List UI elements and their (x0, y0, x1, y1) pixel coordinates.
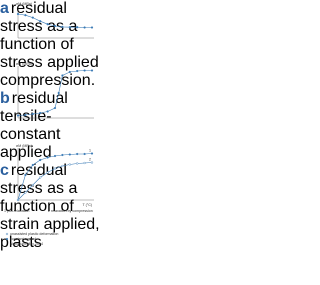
legend-text: aluminum alloy 2014 (10, 242, 43, 246)
data-point (68, 163, 71, 166)
caption-label: c (0, 162, 9, 179)
caption: b residual tensile-constant applied (0, 90, 100, 162)
data-point (24, 191, 27, 194)
caption-text: residual stress as a function of strain … (0, 162, 100, 251)
data-point (31, 112, 34, 116)
data-point (83, 26, 86, 29)
x-axis-label: T (°C) (82, 203, 92, 207)
data-point (83, 152, 86, 156)
data-point (83, 161, 86, 165)
data-point (31, 183, 34, 187)
y-axis-label: σM (MPa) (16, 2, 32, 6)
data-point (31, 16, 34, 19)
data-point (61, 164, 64, 168)
y-axis-label: σM (MPa) (16, 62, 32, 66)
data-point (24, 14, 27, 17)
data-point (16, 198, 20, 202)
legend-text: constant applied (10, 237, 36, 241)
caption-label: a (0, 0, 9, 17)
y-axis-label: σM (MPa) (16, 144, 32, 148)
data-point (16, 114, 20, 117)
series-label: 1 (89, 148, 91, 152)
axes (17, 6, 94, 39)
data-point (90, 26, 94, 29)
data-point (76, 152, 79, 156)
data-point (61, 25, 64, 28)
caption: c residual stress as a function of strain… (0, 162, 100, 252)
data-point (46, 171, 49, 174)
data-point (90, 161, 94, 164)
data-point (39, 111, 42, 115)
data-line (17, 153, 93, 201)
data-point (76, 26, 79, 29)
legend-marker (5, 237, 9, 241)
data-point (61, 153, 64, 157)
data-point (57, 91, 60, 95)
charts: σM (MPa) σM (MPa) σM (MPa) T (°C) 1 2 1 pull-r… (4, 2, 94, 246)
data-point (53, 106, 57, 110)
data-point (61, 74, 64, 77)
series-label: 2 (89, 157, 91, 161)
legend-marker (5, 232, 9, 236)
caption: a residual stress as a function of stress… (0, 0, 100, 90)
data-point (31, 163, 34, 167)
data-point (53, 167, 57, 170)
data-point (16, 12, 20, 16)
data-point (53, 24, 57, 28)
data-point (90, 69, 94, 72)
data-point (76, 69, 79, 73)
annotation: 1 pull-relaxation (4, 209, 29, 213)
data-point (90, 152, 94, 155)
data-point (68, 153, 71, 156)
data-point (68, 70, 71, 74)
data-line (17, 70, 92, 116)
caption-text: residual tensile-constant applied (0, 90, 68, 161)
data-point (46, 156, 49, 159)
axes (17, 66, 94, 119)
annotation: 2 relaxation by compression (48, 209, 93, 213)
data-point (83, 69, 86, 72)
data-point (53, 154, 57, 158)
data-point (76, 162, 79, 165)
data-point (39, 20, 42, 23)
caption-text: residual stress as a function of stress … (0, 0, 99, 89)
legend-text: unassisted plastic deformation (10, 232, 58, 236)
data-point (24, 113, 27, 117)
data-point (39, 176, 42, 179)
figure: σM (MPa) σM (MPa) σM (MPa) T (°C) 1 2 1 pull-r… (0, 0, 100, 285)
data-point (46, 23, 49, 26)
caption-label: b (0, 90, 10, 107)
data-point (46, 110, 49, 113)
data-point (39, 158, 42, 162)
data-point (68, 26, 71, 29)
data-point (24, 173, 27, 177)
